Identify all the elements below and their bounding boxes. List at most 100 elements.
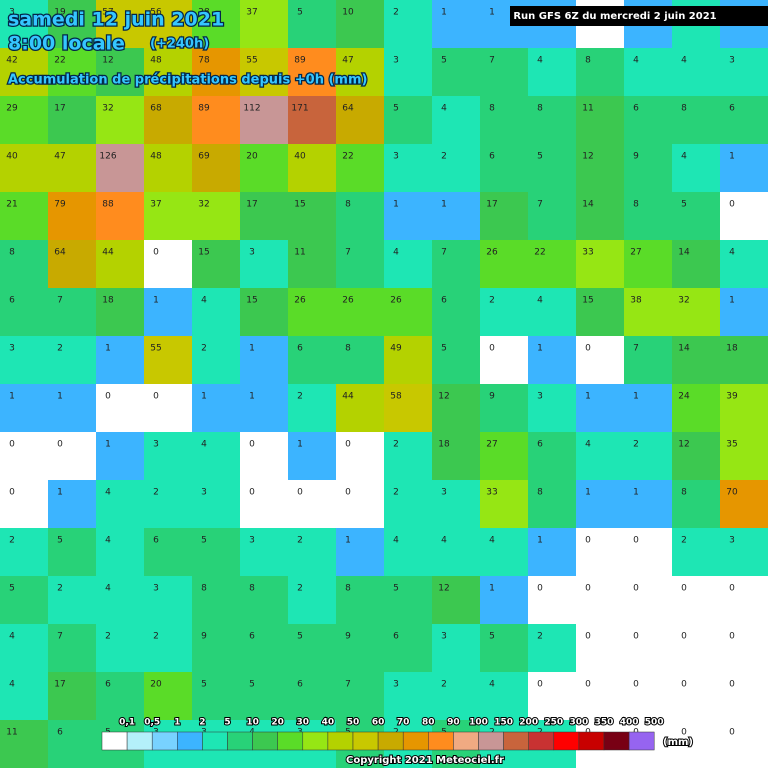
precip-cell <box>384 192 433 241</box>
precip-value: 17 <box>54 680 65 690</box>
precip-cell <box>0 480 49 529</box>
precip-cell <box>336 336 385 385</box>
precip-value: 2 <box>201 344 207 354</box>
precip-cell <box>144 96 193 145</box>
precip-cell <box>288 432 337 481</box>
precip-value: 0 <box>633 536 639 546</box>
precip-value: 0 <box>729 200 735 210</box>
legend-swatch <box>302 731 329 751</box>
precip-cell <box>432 0 481 49</box>
precip-cell <box>0 96 49 145</box>
legend-swatch <box>503 731 529 751</box>
legend-label: 400 <box>620 718 639 728</box>
precip-cell <box>336 0 385 49</box>
legend-label: 40 <box>322 718 335 728</box>
precip-cell <box>240 0 289 49</box>
precip-value: 47 <box>342 56 353 66</box>
precip-cell <box>240 144 289 193</box>
precip-value: 79 <box>54 200 66 210</box>
precip-cell <box>720 288 768 337</box>
precip-cell <box>96 48 145 97</box>
precip-value: 7 <box>57 296 63 306</box>
precip-cell <box>720 48 768 97</box>
precip-value: 33 <box>486 488 497 498</box>
precip-value: 4 <box>393 248 399 258</box>
precip-cell <box>192 672 241 721</box>
precip-value: 11 <box>294 248 305 258</box>
precip-value: 0 <box>585 536 591 546</box>
precip-cell <box>240 96 289 145</box>
precip-cell <box>672 672 721 721</box>
precip-cell <box>0 528 49 577</box>
precip-cell <box>48 672 97 721</box>
precip-cell <box>0 384 49 433</box>
precip-value: 2 <box>153 488 159 498</box>
precip-cell <box>528 192 577 241</box>
precip-value: 55 <box>150 344 161 354</box>
precip-value: 6 <box>57 728 63 738</box>
precip-cell <box>48 192 97 241</box>
precip-cell <box>672 240 721 289</box>
precip-value: 8 <box>585 56 591 66</box>
precip-value: 40 <box>294 152 306 162</box>
precip-value: 6 <box>489 152 495 162</box>
legend-swatch <box>428 731 454 751</box>
precip-value: 6 <box>633 104 639 114</box>
legend-swatch <box>628 731 655 751</box>
precip-cell <box>336 240 385 289</box>
precip-cell <box>144 48 193 97</box>
precip-value: 0 <box>585 632 591 642</box>
precip-value: 8 <box>249 584 255 594</box>
precip-value: 57 <box>102 8 113 18</box>
precip-cell <box>720 576 768 625</box>
precip-value: 0 <box>729 584 735 594</box>
legend-label: 0,5 <box>144 718 160 728</box>
precip-value: 2 <box>105 632 111 642</box>
precip-cell <box>96 96 145 145</box>
precip-value: 4 <box>105 584 111 594</box>
precip-cell <box>720 240 768 289</box>
precip-value: 48 <box>150 152 162 162</box>
precip-value: 32 <box>678 296 689 306</box>
precip-value: 1 <box>537 536 543 546</box>
precip-value: 6 <box>297 344 303 354</box>
precip-cell <box>624 432 673 481</box>
precip-cell <box>432 96 481 145</box>
precip-value: 12 <box>438 584 449 594</box>
precip-cell <box>576 336 625 385</box>
precip-value: 14 <box>582 200 594 210</box>
precip-value: 1 <box>249 344 255 354</box>
precip-value: 33 <box>582 248 593 258</box>
precip-cell <box>144 240 193 289</box>
precip-value: 1 <box>9 392 15 402</box>
precip-value: 32 <box>198 200 209 210</box>
precip-value: 35 <box>726 440 737 450</box>
precip-value: 6 <box>393 632 399 642</box>
precip-cell <box>288 336 337 385</box>
precip-value: 64 <box>342 104 354 114</box>
precip-cell <box>624 240 673 289</box>
precip-value: 56 <box>150 8 162 18</box>
precip-value: 1 <box>585 488 591 498</box>
precip-cell <box>432 624 481 673</box>
precip-cell <box>0 144 49 193</box>
precip-value: 44 <box>102 248 114 258</box>
precip-cell <box>48 624 97 673</box>
run-info: Run GFS 6Z du mercredi 2 juin 2021 <box>513 11 716 22</box>
precip-value: 0 <box>57 440 63 450</box>
precip-cell <box>720 528 768 577</box>
precip-cell <box>336 384 385 433</box>
precip-cell <box>528 48 577 97</box>
legend-label: 90 <box>447 718 460 728</box>
precip-value: 0 <box>729 632 735 642</box>
precip-cell <box>528 96 577 145</box>
precip-cell <box>240 624 289 673</box>
precip-value: 1 <box>297 440 303 450</box>
precip-cell <box>624 192 673 241</box>
precip-value: 17 <box>246 200 257 210</box>
precip-value: 0 <box>345 488 351 498</box>
precip-value: 5 <box>681 200 687 210</box>
precip-cell <box>672 720 721 768</box>
precip-value: 6 <box>537 440 543 450</box>
precip-cell <box>144 528 193 577</box>
